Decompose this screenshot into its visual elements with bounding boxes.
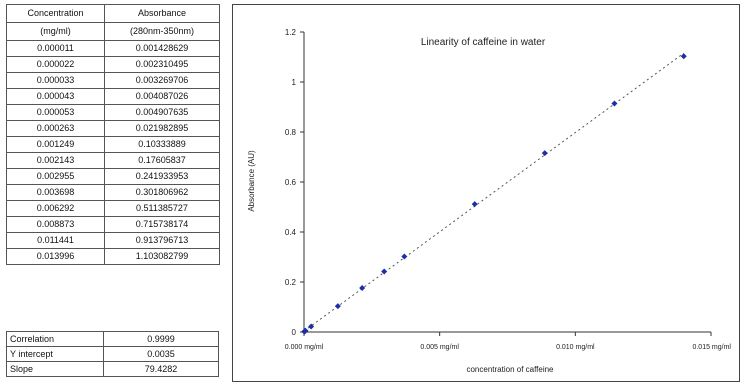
table-row: 0.001249 0.10333889 (6, 136, 220, 153)
table-header-row: Concentration Absorbance (6, 4, 220, 23)
table-row: 0.011441 0.913796713 (6, 232, 220, 249)
data-point (308, 323, 315, 330)
chart-frame: Linearity of caffeine in water concentra… (232, 4, 740, 382)
y-tick-label: 1.2 (285, 28, 297, 37)
scatter-chart: Linearity of caffeine in water concentra… (247, 28, 732, 374)
stats-table: Correlation 0.9999 Y intercept 0.0035 Sl… (6, 331, 219, 377)
stat-label: Correlation (6, 331, 104, 347)
absorbance-cell: 0.002310495 (104, 56, 220, 73)
concentration-cell: 0.006292 (6, 200, 105, 217)
table-row: 0.000011 0.001428629 (6, 40, 220, 57)
y-tick-label: 0.4 (285, 228, 297, 237)
table-row: 0.002955 0.241933953 (6, 168, 220, 185)
column-unit-concentration: (mg/ml) (6, 22, 105, 41)
table-row: 0.000053 0.004907635 (6, 104, 220, 121)
stats-row-intercept: Y intercept 0.0035 (6, 346, 219, 362)
concentration-cell: 0.000053 (6, 104, 105, 121)
chart-title: Linearity of caffeine in water (421, 37, 546, 48)
absorbance-cell: 0.004087026 (104, 88, 220, 105)
data-point (541, 150, 548, 157)
y-tick-label: 0.2 (285, 278, 297, 287)
concentration-cell: 0.000011 (6, 40, 105, 57)
y-tick-label: 0 (292, 328, 297, 337)
table-row: 0.003698 0.301806962 (6, 184, 220, 201)
table-row: 0.013996 1.103082799 (6, 248, 220, 265)
trendline (303, 52, 685, 332)
x-tick-label: 0.005 mg/ml (420, 344, 459, 351)
table-row: 0.000033 0.003269706 (6, 72, 220, 89)
absorbance-cell: 0.715738174 (104, 216, 220, 233)
data-point (302, 327, 309, 334)
concentration-cell: 0.002955 (6, 168, 105, 185)
data-point (334, 303, 341, 310)
column-unit-absorbance: (280nm-350nm) (104, 22, 220, 41)
y-tick-label: 0.6 (285, 178, 297, 187)
concentration-cell: 0.000022 (6, 56, 105, 73)
concentration-cell: 0.008873 (6, 216, 105, 233)
data-point (680, 53, 687, 60)
concentration-cell: 0.001249 (6, 136, 105, 153)
absorbance-cell: 0.17605837 (104, 152, 220, 169)
data-point (401, 253, 408, 260)
concentration-cell: 0.000043 (6, 88, 105, 105)
absorbance-cell: 0.003269706 (104, 72, 220, 89)
table-row: 0.000022 0.002310495 (6, 56, 220, 73)
column-header-concentration: Concentration (6, 4, 105, 23)
table-row: 0.000263 0.021982895 (6, 120, 220, 137)
x-axis-label: concentration of caffeine (466, 365, 554, 374)
stat-label: Y intercept (6, 346, 104, 362)
trendline-group (303, 52, 685, 332)
column-header-absorbance: Absorbance (104, 4, 220, 23)
x-tick-label: 0.010 mg/ml (556, 344, 595, 351)
x-tick-label: 0.015 mg/ml (692, 344, 731, 351)
table-row: 0.000043 0.004087026 (6, 88, 220, 105)
stat-value: 79.4282 (103, 361, 219, 377)
concentration-cell: 0.000033 (6, 72, 105, 89)
concentration-cell: 0.003698 (6, 184, 105, 201)
data-point (359, 284, 366, 291)
concentration-cell: 0.000263 (6, 120, 105, 137)
data-point (611, 100, 618, 107)
table-subheader-row: (mg/ml) (280nm-350nm) (6, 22, 220, 41)
absorbance-cell: 0.301806962 (104, 184, 220, 201)
axes: 0 0.2 0.4 0.6 0.8 1 1.2 0.000 mg/ml 0.005 mg/ml 0… (285, 28, 732, 351)
stats-row-correlation: Correlation 0.9999 (6, 331, 219, 347)
data-point (471, 201, 478, 208)
absorbance-cell: 0.913796713 (104, 232, 220, 249)
x-tick-label: 0.000 mg/ml (285, 344, 324, 351)
concentration-cell: 0.011441 (6, 232, 105, 249)
stat-value: 0.0035 (103, 346, 219, 362)
absorbance-cell: 0.004907635 (104, 104, 220, 121)
y-tick-label: 1 (292, 78, 297, 87)
stat-value: 0.9999 (103, 331, 219, 347)
stats-row-slope: Slope 79.4282 (6, 361, 219, 377)
data-table: Concentration Absorbance (mg/ml) (280nm-… (6, 4, 220, 265)
absorbance-cell: 0.241933953 (104, 168, 220, 185)
table-row: 0.006292 0.511385727 (6, 200, 220, 217)
points-group (301, 53, 687, 335)
concentration-cell: 0.002143 (6, 152, 105, 169)
table-row: 0.002143 0.17605837 (6, 152, 220, 169)
absorbance-cell: 0.021982895 (104, 120, 220, 137)
y-tick-label: 0.8 (285, 128, 297, 137)
absorbance-cell: 0.511385727 (104, 200, 220, 217)
absorbance-cell: 1.103082799 (104, 248, 220, 265)
table-row: 0.008873 0.715738174 (6, 216, 220, 233)
absorbance-cell: 0.10333889 (104, 136, 220, 153)
y-axis-label: Absorbance (AU) (247, 150, 256, 212)
concentration-cell: 0.013996 (6, 248, 105, 265)
absorbance-cell: 0.001428629 (104, 40, 220, 57)
stat-label: Slope (6, 361, 104, 377)
data-point (381, 268, 388, 275)
